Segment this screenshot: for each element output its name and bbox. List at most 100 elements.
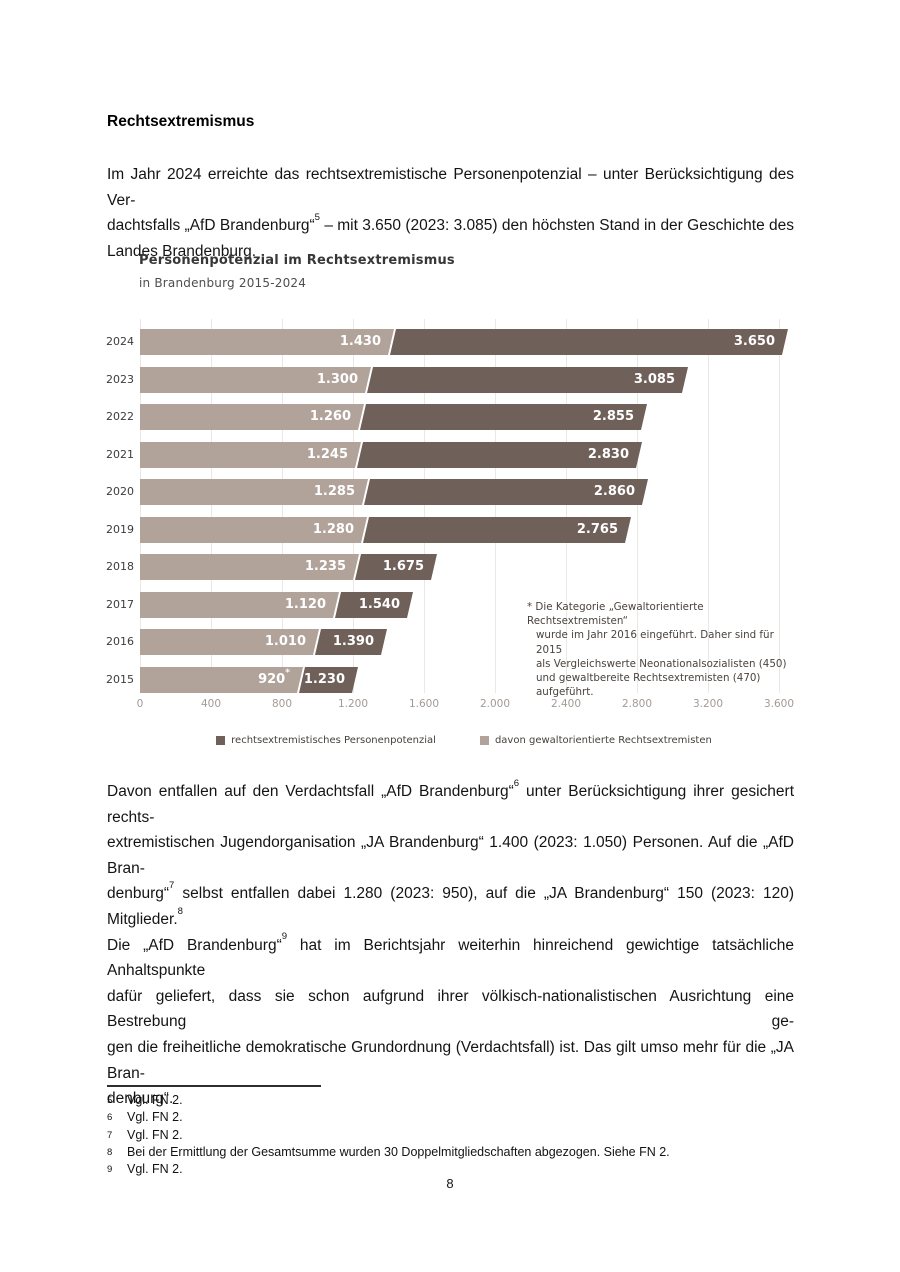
category-label: 2020 — [106, 485, 134, 498]
text-line: Im Jahr 2024 erreichte das rechtsextremi… — [107, 166, 794, 209]
x-axis-tick-label: 1.200 — [337, 698, 369, 710]
gridline — [637, 319, 638, 693]
page-number: 8 — [446, 1176, 454, 1191]
footnote-number: 9 — [107, 1164, 113, 1176]
footnote-row: 6 Vgl. FN 2. — [107, 1109, 797, 1126]
x-axis-tick-label: 3.200 — [692, 698, 724, 710]
footnote-number: 6 — [107, 1112, 113, 1124]
bar-row: 2024 1.430 3.650 — [106, 329, 788, 355]
bar-value-label: 1.120 — [284, 597, 326, 612]
gridline — [708, 319, 709, 693]
bar-fill — [140, 404, 364, 430]
footnote-row: 9 Vgl. FN 2. — [107, 1161, 797, 1178]
bar-row: 2018 1.235 1.675 — [106, 554, 788, 580]
bar-fill — [140, 517, 367, 543]
bar-value-label: 1.430 — [339, 334, 381, 349]
bar-fill — [140, 554, 359, 580]
gridline — [140, 319, 141, 693]
bar-value-label: 1.235 — [304, 559, 346, 574]
gridline — [495, 319, 496, 693]
bar-segment-violent — [140, 329, 394, 355]
x-axis-tick-label: 400 — [200, 698, 222, 710]
bar-fill — [140, 442, 361, 468]
chart-note-line: wurde im Jahr 2016 eingeführt. Daher sin… — [536, 629, 774, 656]
bar-value-label: 1.390 — [332, 634, 374, 649]
chart-legend: rechtsextremistisches Personenpotenzial d… — [140, 735, 788, 746]
x-axis-tick-label: 2.000 — [479, 698, 511, 710]
bar-row: 2019 1.280 2.765 — [106, 517, 788, 543]
bar-fill — [140, 592, 339, 618]
bar-segment-violent — [140, 667, 303, 693]
category-label: 2015 — [106, 673, 134, 686]
bar-segment-violent — [140, 367, 371, 393]
footnote-text: Bei der Ermittlung der Gesamtsumme wurde… — [127, 1144, 670, 1159]
x-axis-tick-label: 1.600 — [408, 698, 440, 710]
category-label: 2024 — [106, 335, 134, 348]
bar-value-label: 920* — [258, 667, 290, 687]
gridline — [424, 319, 425, 693]
text-line: denburg“7 selbst entfallen dabei 1.280 (… — [107, 879, 794, 928]
legend-label: davon gewaltorientierte Rechtsextremiste… — [494, 735, 712, 746]
chart-note-line: * Die Kategorie „Gewaltorientierte Recht… — [527, 601, 704, 628]
bar-row: 2017 1.120 1.540 — [106, 592, 788, 618]
bar-value-label: 1.540 — [358, 597, 400, 612]
bar-value-label: 2.860 — [593, 484, 635, 499]
gridline — [282, 319, 283, 693]
bar-fill — [140, 667, 303, 693]
bar-value-label: 1.245 — [306, 447, 348, 462]
x-axis-tick-label: 2.800 — [621, 698, 653, 710]
legend-label: rechtsextremistisches Personenpotenzial — [231, 735, 436, 746]
footnote-text: Vgl. FN 2. — [127, 1110, 183, 1125]
chart-title: Personenpotenzial im Rechtsextremismus — [139, 253, 455, 268]
bar-segment-violent — [140, 592, 339, 618]
chart-subtitle: in Brandenburg 2015-2024 — [139, 276, 307, 290]
chart-plot-area: 2024 1.430 3.650 2023 1.300 3.085 2022 1.260 2.8… — [106, 319, 788, 693]
x-axis-tick-label: 2.400 — [550, 698, 582, 710]
category-label: 2023 — [106, 373, 134, 386]
category-label: 2019 — [106, 523, 134, 536]
gridline — [566, 319, 567, 693]
bar-row: 2022 1.260 2.855 — [106, 404, 788, 430]
bar-value-label: 2.765 — [576, 522, 618, 537]
footnote-text: Vgl. FN 2. — [127, 1093, 183, 1107]
bar-value-label: 3.650 — [733, 334, 775, 349]
legend-item: rechtsextremistisches Personenpotenzial — [216, 735, 436, 746]
body-paragraph: Davon entfallen auf den Verdachtsfall „A… — [107, 777, 795, 1112]
footnote-number: 7 — [107, 1129, 113, 1141]
intro-paragraph: Im Jahr 2024 erreichte das rechtsextremi… — [107, 162, 794, 264]
bar-value-label: 3.085 — [633, 372, 675, 387]
footnote-text: Vgl. FN 2. — [127, 1162, 183, 1177]
footnotes-block: 5 Vgl. FN 2. 6 Vgl. FN 2. 7 Vgl. FN 2. 8 Bei de… — [107, 1092, 797, 1178]
gridline — [353, 319, 354, 693]
footnote-row: 7 Vgl. FN 2. — [107, 1127, 797, 1144]
x-axis-ticks: 0 400 800 1.200 1.600 2.000 2.400 2.800 3.200 3.6… — [136, 698, 800, 714]
bar-fill — [140, 629, 319, 655]
text-line: Davon entfallen auf den Verdachtsfall „A… — [107, 777, 795, 826]
bar-segment-violent — [140, 479, 368, 505]
x-axis-tick-label: 0 — [136, 698, 144, 710]
footnote-text: Vgl. FN 2. — [127, 1127, 183, 1142]
category-label: 2016 — [106, 635, 134, 648]
text-line: Landes Brandenburg. — [107, 242, 257, 260]
legend-swatch-icon — [216, 736, 226, 745]
category-label: 2017 — [106, 598, 134, 611]
bar-row: 2020 1.285 2.860 — [106, 479, 788, 505]
bar-value-label: 1.300 — [316, 372, 358, 387]
category-label: 2018 — [106, 560, 134, 573]
chart-note: * Die Kategorie „Gewaltorientierte Recht… — [527, 600, 799, 699]
bar-row: 2015 920* 1.230 — [106, 667, 788, 693]
bar-row: 2021 1.245 2.830 — [106, 442, 788, 468]
x-axis-tick-label: 800 — [271, 698, 293, 710]
bar-segment-violent — [140, 629, 319, 655]
bar-value-label: 1.260 — [309, 409, 351, 424]
chart-note-line: und gewaltbereite Rechtsextremisten (470… — [536, 672, 761, 699]
bar-fill — [140, 367, 371, 393]
bar-segment-violent — [140, 442, 361, 468]
bar-row: 2023 1.300 3.085 — [106, 367, 788, 393]
bar-value-label: 2.855 — [592, 409, 634, 424]
bar-row: 2016 1.010 1.390 — [106, 629, 788, 655]
category-label: 2022 — [106, 410, 134, 423]
bar-value-label: 2.830 — [587, 447, 629, 462]
bar-segment-violent — [140, 517, 367, 543]
